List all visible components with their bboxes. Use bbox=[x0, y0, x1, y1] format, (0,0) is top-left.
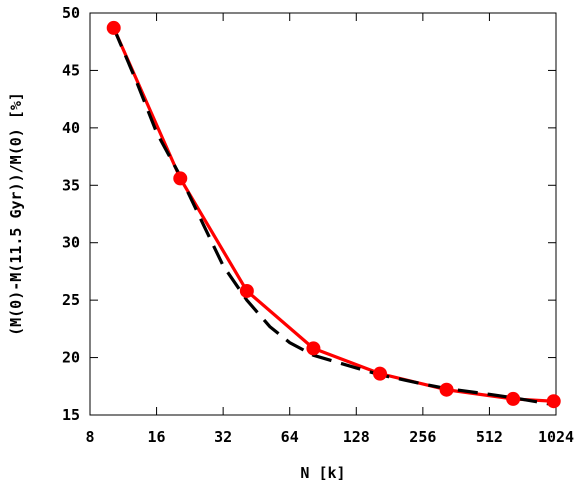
data-point bbox=[239, 283, 254, 298]
series-line-solid bbox=[112, 27, 554, 403]
x-tick-label: 8 bbox=[85, 428, 94, 446]
x-axis-ticks: 8 16 32 64 128 256 512 1024 bbox=[85, 13, 574, 446]
x-axis-label: N [k] bbox=[300, 464, 345, 482]
series-line-dashed bbox=[112, 27, 554, 407]
x-tick-label: 32 bbox=[214, 428, 232, 446]
y-axis-ticks: 15 20 25 30 35 40 45 50 bbox=[62, 4, 556, 424]
data-point bbox=[173, 171, 188, 186]
data-point bbox=[546, 394, 561, 409]
data-point bbox=[106, 20, 121, 35]
y-tick-label: 25 bbox=[62, 291, 80, 309]
y-tick-label: 15 bbox=[62, 406, 80, 424]
data-point bbox=[439, 382, 454, 397]
y-tick-label: 30 bbox=[62, 234, 80, 252]
y-axis-label: (M(0)-M(11.5 Gyr))/M(0) [%] bbox=[7, 92, 25, 336]
y-tick-label: 20 bbox=[62, 349, 80, 367]
series-layer bbox=[106, 20, 561, 409]
x-tick-label: 128 bbox=[343, 428, 370, 446]
data-point bbox=[372, 366, 387, 381]
y-tick-label: 40 bbox=[62, 119, 80, 137]
x-tick-label: 64 bbox=[281, 428, 299, 446]
y-tick-label: 50 bbox=[62, 4, 80, 22]
x-tick-label: 1024 bbox=[538, 428, 574, 446]
y-tick-label: 35 bbox=[62, 176, 80, 194]
x-tick-label: 16 bbox=[148, 428, 166, 446]
data-point bbox=[506, 391, 521, 406]
x-tick-label: 256 bbox=[409, 428, 436, 446]
plot-frame bbox=[89, 12, 557, 416]
x-tick-label: 512 bbox=[476, 428, 503, 446]
y-tick-label: 45 bbox=[62, 61, 80, 79]
data-point bbox=[306, 341, 321, 356]
